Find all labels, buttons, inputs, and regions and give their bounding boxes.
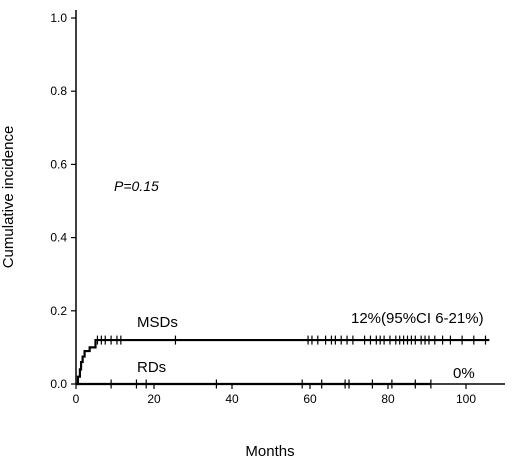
series-label-rds: RDs xyxy=(137,359,166,376)
x-tick-label-2: 40 xyxy=(225,392,239,406)
x-tick-label-1: 20 xyxy=(147,392,161,406)
annotation-rds: 0% xyxy=(453,365,475,382)
y-tick-label-2: 0.4 xyxy=(50,231,67,245)
x-tick-label-3: 60 xyxy=(303,392,317,406)
y-tick-label-4: 0.8 xyxy=(50,84,67,98)
x-tick-label-0: 0 xyxy=(73,392,80,406)
p-value-label: P=0.15 xyxy=(114,178,159,194)
x-axis: 0 20 40 60 80 100 xyxy=(73,383,505,406)
series-line-msds xyxy=(76,338,490,386)
x-tick-label-5: 100 xyxy=(456,392,476,406)
x-tick-label-4: 80 xyxy=(381,392,395,406)
y-tick-label-3: 0.6 xyxy=(50,157,67,171)
y-tick-label-5: 1.0 xyxy=(50,11,67,25)
x-axis-label: Months xyxy=(245,443,294,460)
y-tick-label-1: 0.2 xyxy=(50,304,67,318)
series-label-msds: MSDs xyxy=(137,314,178,331)
annotation-msds: 12%(95%CI 6-21%) xyxy=(351,310,484,327)
y-axis-label: Cumulative incidence xyxy=(0,126,17,269)
y-tick-label-0: 0.0 xyxy=(50,377,67,391)
y-axis: 0.0 0.2 0.4 0.6 0.8 1.0 xyxy=(50,10,77,391)
series-layer xyxy=(76,335,490,389)
